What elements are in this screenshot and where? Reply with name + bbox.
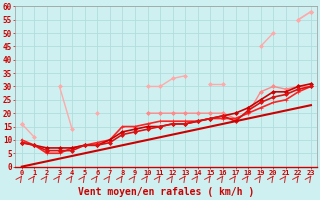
X-axis label: Vent moyen/en rafales ( km/h ): Vent moyen/en rafales ( km/h )	[78, 187, 254, 197]
